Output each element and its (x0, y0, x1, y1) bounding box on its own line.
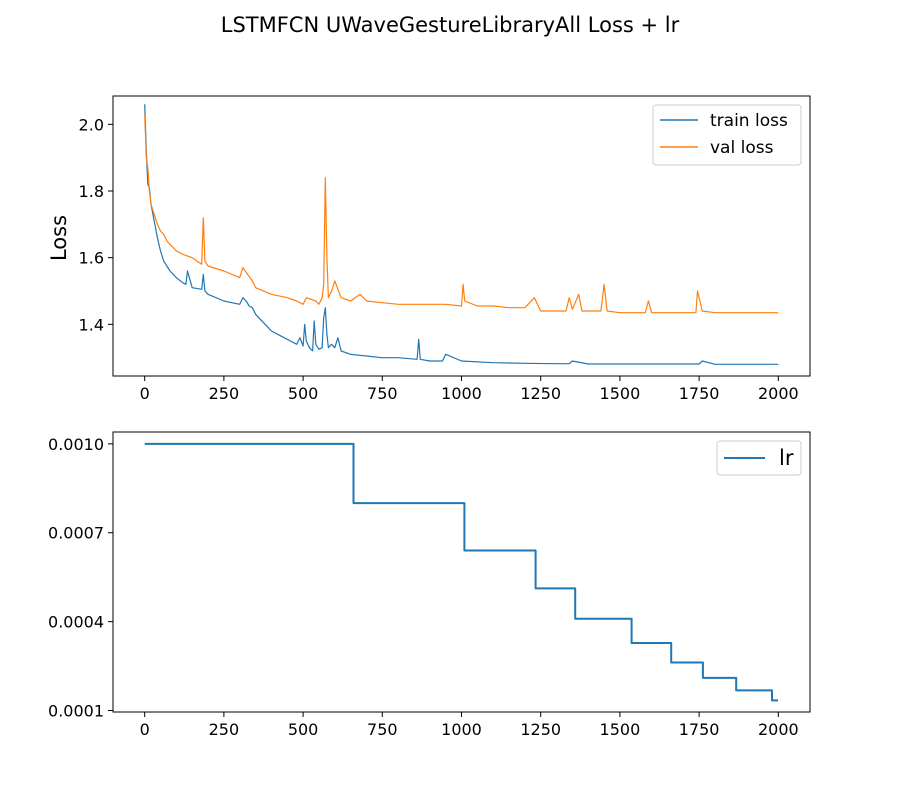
loss-plot-ytick-label: 1.8 (79, 182, 104, 201)
lr-plot-ytick-label: 0.0010 (48, 435, 104, 454)
lr-plot-ytick-label: 0.0007 (48, 524, 104, 543)
loss-plot-xtick-label: 1250 (520, 384, 561, 403)
loss-plot-series-train-loss (144, 104, 779, 365)
lr-plot-xtick-label: 1250 (520, 720, 561, 739)
loss-plot-ytick-label: 1.6 (79, 249, 104, 268)
loss-plot-xtick-label: 750 (367, 384, 398, 403)
lr-plot-xtick-label: 250 (209, 720, 240, 739)
lr-plot-xtick-label: 0 (140, 720, 150, 739)
lr-plot-xtick-label: 750 (367, 720, 398, 739)
legend-label-val-loss: val loss (710, 138, 774, 158)
loss-plot-xtick-label: 1000 (441, 384, 482, 403)
lr-plot: 0 250 500 750 1000 1250 1500 1750 2000 0.0001 0.00… (48, 431, 811, 739)
loss-plot-ytick-label: 2.0 (79, 115, 104, 134)
lr-plot-series-lr (144, 442, 778, 702)
loss-plot-xtick-label: 2000 (758, 384, 799, 403)
loss-plot-ytick-label: 1.4 (79, 315, 104, 334)
lr-plot-xtick-label: 1750 (679, 720, 720, 739)
loss-plot-ylabel: Loss (47, 215, 71, 261)
loss-plot: Loss 0 250 500 750 1000 1250 1500 1750 2000 1.4 1.… (47, 95, 811, 403)
lr-plot-ytick-label: 0.0001 (48, 702, 104, 721)
lr-plot-ytick-label: 0.0004 (48, 613, 104, 632)
loss-plot-xtick-label: 0 (140, 384, 150, 403)
figure-title: LSTMFCN UWaveGestureLibraryAll Loss + lr (221, 13, 680, 37)
legend-label-lr: lr (779, 446, 794, 470)
loss-plot-xtick-label: 500 (288, 384, 319, 403)
loss-plot-xtick-label: 1500 (600, 384, 641, 403)
lr-plot-xtick-label: 1500 (600, 720, 641, 739)
lr-plot-xtick-label: 1000 (441, 720, 482, 739)
loss-plot-xtick-label: 1750 (679, 384, 720, 403)
lr-plot-xtick-label: 2000 (758, 720, 799, 739)
loss-plot-series-val-loss (144, 114, 779, 314)
lr-plot-xtick-label: 500 (288, 720, 319, 739)
loss-plot-xtick-label: 250 (209, 384, 240, 403)
legend-label-train-loss: train loss (710, 111, 788, 131)
